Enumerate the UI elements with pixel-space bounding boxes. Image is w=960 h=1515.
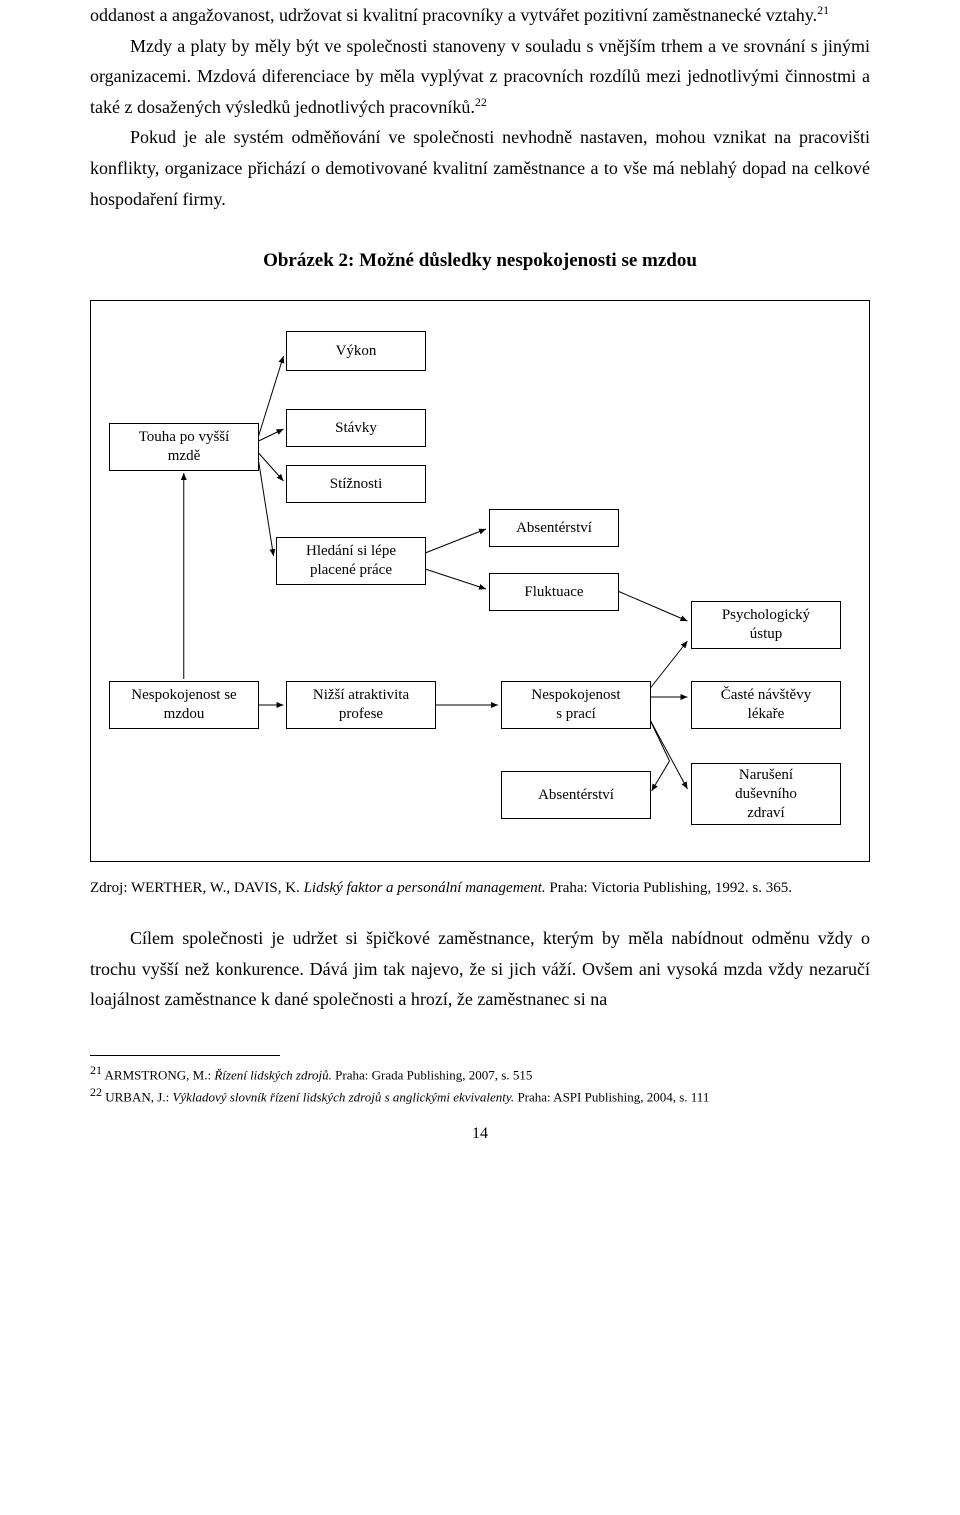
figure-title: Obrázek 2: Možné důsledky nespokojenosti… (90, 250, 870, 272)
fn21-i: Řízení lidských zdrojů. (214, 1067, 332, 1082)
source-suffix: Praha: Victoria Publishing, 1992. s. 365… (546, 880, 792, 896)
paragraph-2: Mzdy a platy by měly být ve společnosti … (90, 31, 870, 123)
node-stiznosti: Stížnosti (286, 465, 426, 503)
node-absent1: Absentérství (489, 509, 619, 547)
para4-text: Cílem společnosti je udržet si špičkové … (90, 928, 870, 1009)
node-stavky: Stávky (286, 409, 426, 447)
fn22-num: 22 (90, 1085, 102, 1099)
para2-sup: 22 (475, 95, 487, 109)
fn21-a: ARMSTRONG, M.: (102, 1067, 214, 1082)
page-number: 14 (90, 1125, 870, 1143)
para1-sup: 21 (817, 3, 829, 17)
fn22-b: Praha: ASPI Publishing, 2004, s. 111 (514, 1090, 709, 1105)
node-nespok-mzda: Nespokojenost se mzdou (109, 681, 259, 729)
node-touha: Touha po vyšší mzdě (109, 423, 259, 471)
para3-text: Pokud je ale systém odměňování ve společ… (90, 127, 870, 208)
node-psycho: Psychologický ústup (691, 601, 841, 649)
node-absent2: Absentérství (501, 771, 651, 819)
node-naruseni: Narušení duševního zdraví (691, 763, 841, 825)
figure-source: Zdroj: WERTHER, W., DAVIS, K. Lidský fak… (90, 880, 870, 897)
node-caste: Časté návštěvy lékaře (691, 681, 841, 729)
node-hledani: Hledání si lépe placené práce (276, 537, 426, 585)
footnote-22: 22 URBAN, J.: Výkladový slovník řízení l… (90, 1084, 870, 1107)
fn21-num: 21 (90, 1063, 102, 1077)
diagram-frame: Výkon Touha po vyšší mzdě Stávky Stížnos… (90, 300, 870, 862)
paragraph-4: Cílem společnosti je udržet si špičkové … (90, 923, 870, 1015)
fn22-a: URBAN, J.: (102, 1090, 172, 1105)
fn22-i: Výkladový slovník řízení lidských zdrojů… (172, 1090, 514, 1105)
source-prefix: Zdroj: WERTHER, W., DAVIS, K. (90, 880, 304, 896)
node-nizsi: Nižší atraktivita profese (286, 681, 436, 729)
source-italic: Lidský faktor a personální management. (304, 880, 546, 896)
paragraph-3: Pokud je ale systém odměňování ve společ… (90, 122, 870, 214)
para1-text: oddanost a angažovanost, udržovat si kva… (90, 5, 817, 25)
fn21-b: Praha: Grada Publishing, 2007, s. 515 (332, 1067, 532, 1082)
node-fluktuace: Fluktuace (489, 573, 619, 611)
footnote-rule (90, 1055, 280, 1056)
footnote-21: 21 ARMSTRONG, M.: Řízení lidských zdrojů… (90, 1062, 870, 1085)
node-vykon: Výkon (286, 331, 426, 371)
paragraph-1: oddanost a angažovanost, udržovat si kva… (90, 0, 870, 31)
node-nespok-prace: Nespokojenost s prací (501, 681, 651, 729)
